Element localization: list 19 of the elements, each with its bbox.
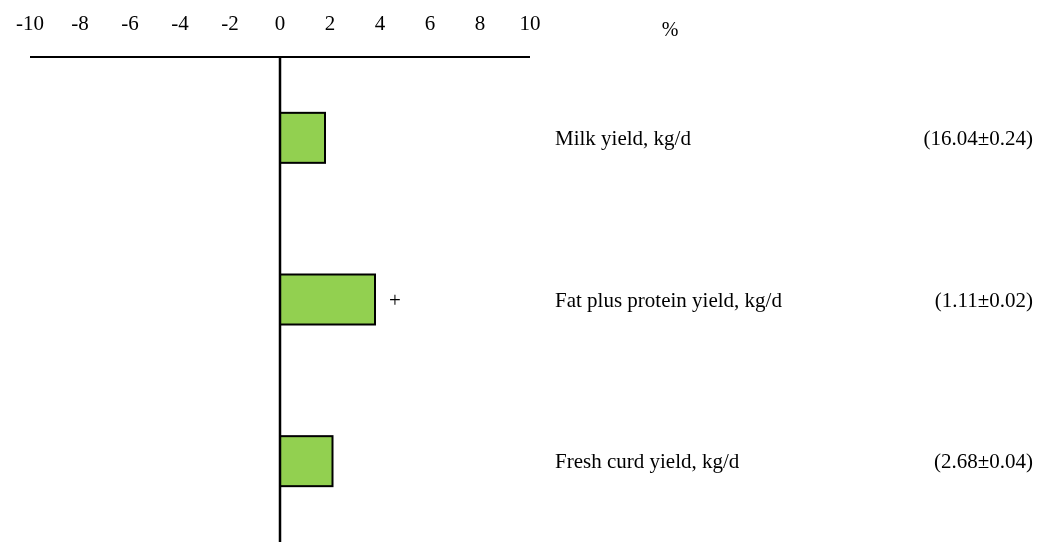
annotation: +: [389, 287, 401, 312]
y-tick-label: Milk yield, kg/d: [555, 125, 692, 150]
x-tick-label: -6: [121, 11, 139, 35]
x-tick-label: -2: [221, 11, 239, 35]
y-tick-label: Fat plus protein yield, kg/d: [555, 287, 783, 312]
x-tick-label: 10: [519, 11, 541, 35]
x-tick-label: -4: [171, 11, 190, 35]
x-tick-label: 8: [474, 11, 486, 35]
text: (16.04±0.24): [923, 125, 1033, 150]
y-tick-label: Fresh curd yield, kg/d: [555, 449, 740, 474]
text: (2.68±0.04): [933, 449, 1033, 474]
x-tick-label: 2: [324, 11, 336, 35]
x-tick-label: 6: [424, 11, 436, 35]
x-tick-label: -8: [71, 11, 89, 35]
x-tick-label: 4: [374, 11, 386, 35]
x-tick-label: 0: [274, 11, 286, 35]
x-axis-title: %: [661, 18, 679, 40]
x-tick-label: -10: [16, 11, 44, 35]
text: (1.11±0.02): [934, 287, 1033, 312]
